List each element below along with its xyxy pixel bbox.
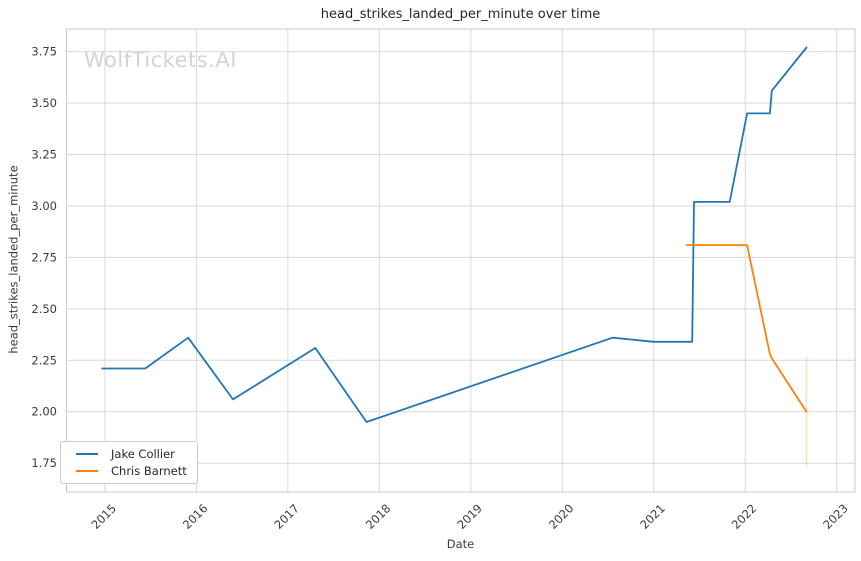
x-tick-label: 2019 [454,501,485,532]
x-tick-label: 2016 [180,501,211,532]
legend: Jake Collier Chris Barnett [60,441,198,484]
x-axis-label: Date [446,537,475,551]
series-line-jake-collier [101,46,808,423]
y-tick-label: 2.50 [31,302,57,316]
y-tick-label: 3.50 [31,96,57,110]
y-tick-label: 2.00 [31,405,57,419]
series-line-chris-barnett [685,244,808,413]
y-tick-label: 2.25 [31,353,57,367]
legend-item-chris-barnett: Chris Barnett [76,463,191,479]
legend-label: Jake Collier [111,447,175,462]
y-tick-label: 2.75 [31,250,57,264]
x-tick-label: 2015 [88,501,119,532]
x-tick-label: 2017 [271,501,302,532]
y-tick-label: 1.75 [31,456,57,470]
y-axis-label: head_strikes_landed_per_minute [6,165,21,354]
legend-label: Chris Barnett [111,463,187,478]
x-tick-label: 2020 [546,501,577,532]
legend-item-jake-collier: Jake Collier [76,446,191,462]
legend-line-swatch-blue [76,453,98,456]
plot-border [66,28,856,493]
y-tick-label: 3.75 [31,45,57,59]
legend-line-swatch-orange [76,469,98,472]
x-tick-label: 2023 [820,501,851,532]
x-tick-label: 2021 [637,501,668,532]
y-tick-label: 3.00 [31,199,57,213]
y-tick-label: 3.25 [31,148,57,162]
x-tick-label: 2022 [729,501,760,532]
x-tick-label: 2018 [363,501,394,532]
chart-title: head_strikes_landed_per_minute over time [320,7,601,22]
